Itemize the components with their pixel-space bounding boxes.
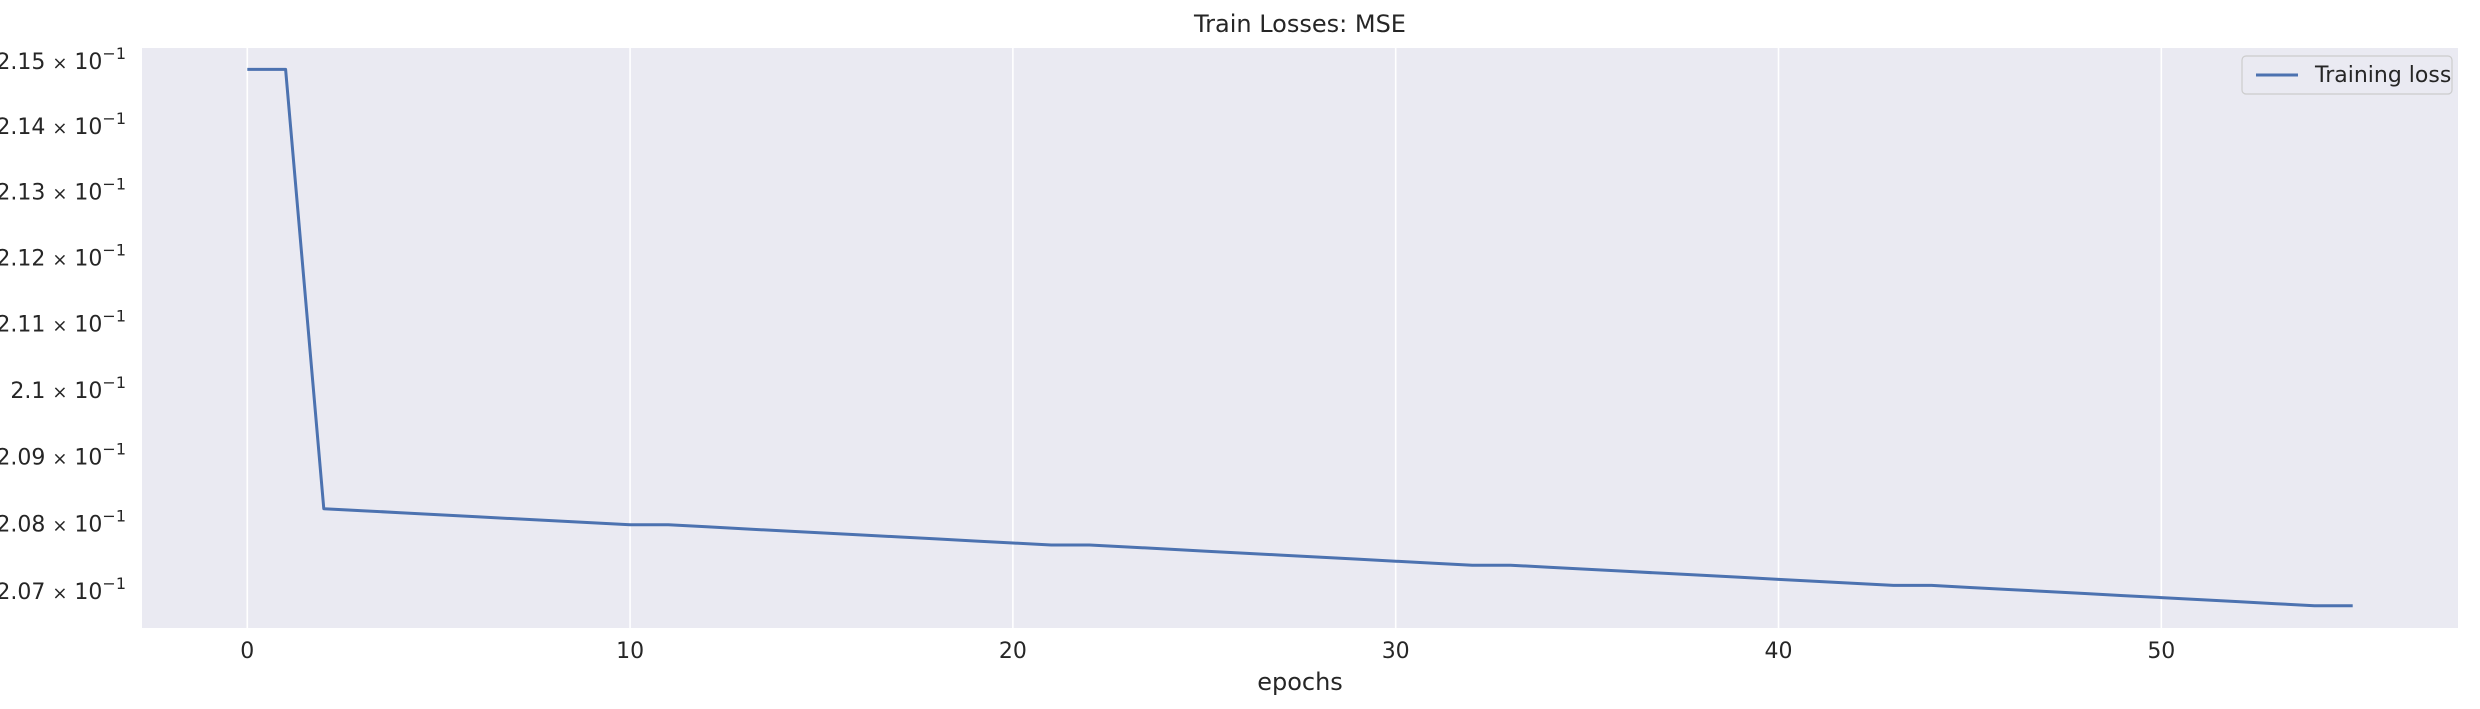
y-tick-label: 2.14 × 10−1 xyxy=(0,109,126,140)
plot-area xyxy=(142,48,2458,628)
x-tick-label: 10 xyxy=(616,639,644,664)
y-tick-labels: 2.15 × 10−1 2.14 × 10−1 2.13 × 10−1 2.12 × … xyxy=(0,44,126,605)
y-tick-label: 2.08 × 10−1 xyxy=(0,506,126,537)
x-tick-labels: 0 10 20 30 40 50 xyxy=(240,639,2175,664)
x-tick-label: 50 xyxy=(2147,639,2175,664)
x-tick-label: 0 xyxy=(240,639,254,664)
y-tick-label: 2.1 × 10−1 xyxy=(10,373,126,404)
y-tick-label: 2.11 × 10−1 xyxy=(0,306,126,337)
y-tick-label: 2.12 × 10−1 xyxy=(0,240,126,271)
y-tick-label: 2.07 × 10−1 xyxy=(0,574,126,605)
x-tick-label: 40 xyxy=(1765,639,1793,664)
legend-label: Training loss xyxy=(2314,63,2451,88)
legend-box xyxy=(2241,55,2453,95)
series-line xyxy=(247,67,2353,608)
chart-title: Train Losses: MSE xyxy=(1193,10,1406,38)
y-tick-label: 2.15 × 10−1 xyxy=(0,44,126,75)
grid-lines xyxy=(246,48,2163,628)
series-layer xyxy=(247,67,2353,608)
y-tick-label: 2.09 × 10−1 xyxy=(0,439,126,470)
x-axis-label: epochs xyxy=(1257,668,1343,696)
legend: Training loss xyxy=(2241,55,2453,95)
x-tick-label: 30 xyxy=(1382,639,1410,664)
y-tick-label: 2.13 × 10−1 xyxy=(0,175,126,206)
series-points xyxy=(247,69,2353,606)
x-tick-label: 20 xyxy=(999,639,1027,664)
